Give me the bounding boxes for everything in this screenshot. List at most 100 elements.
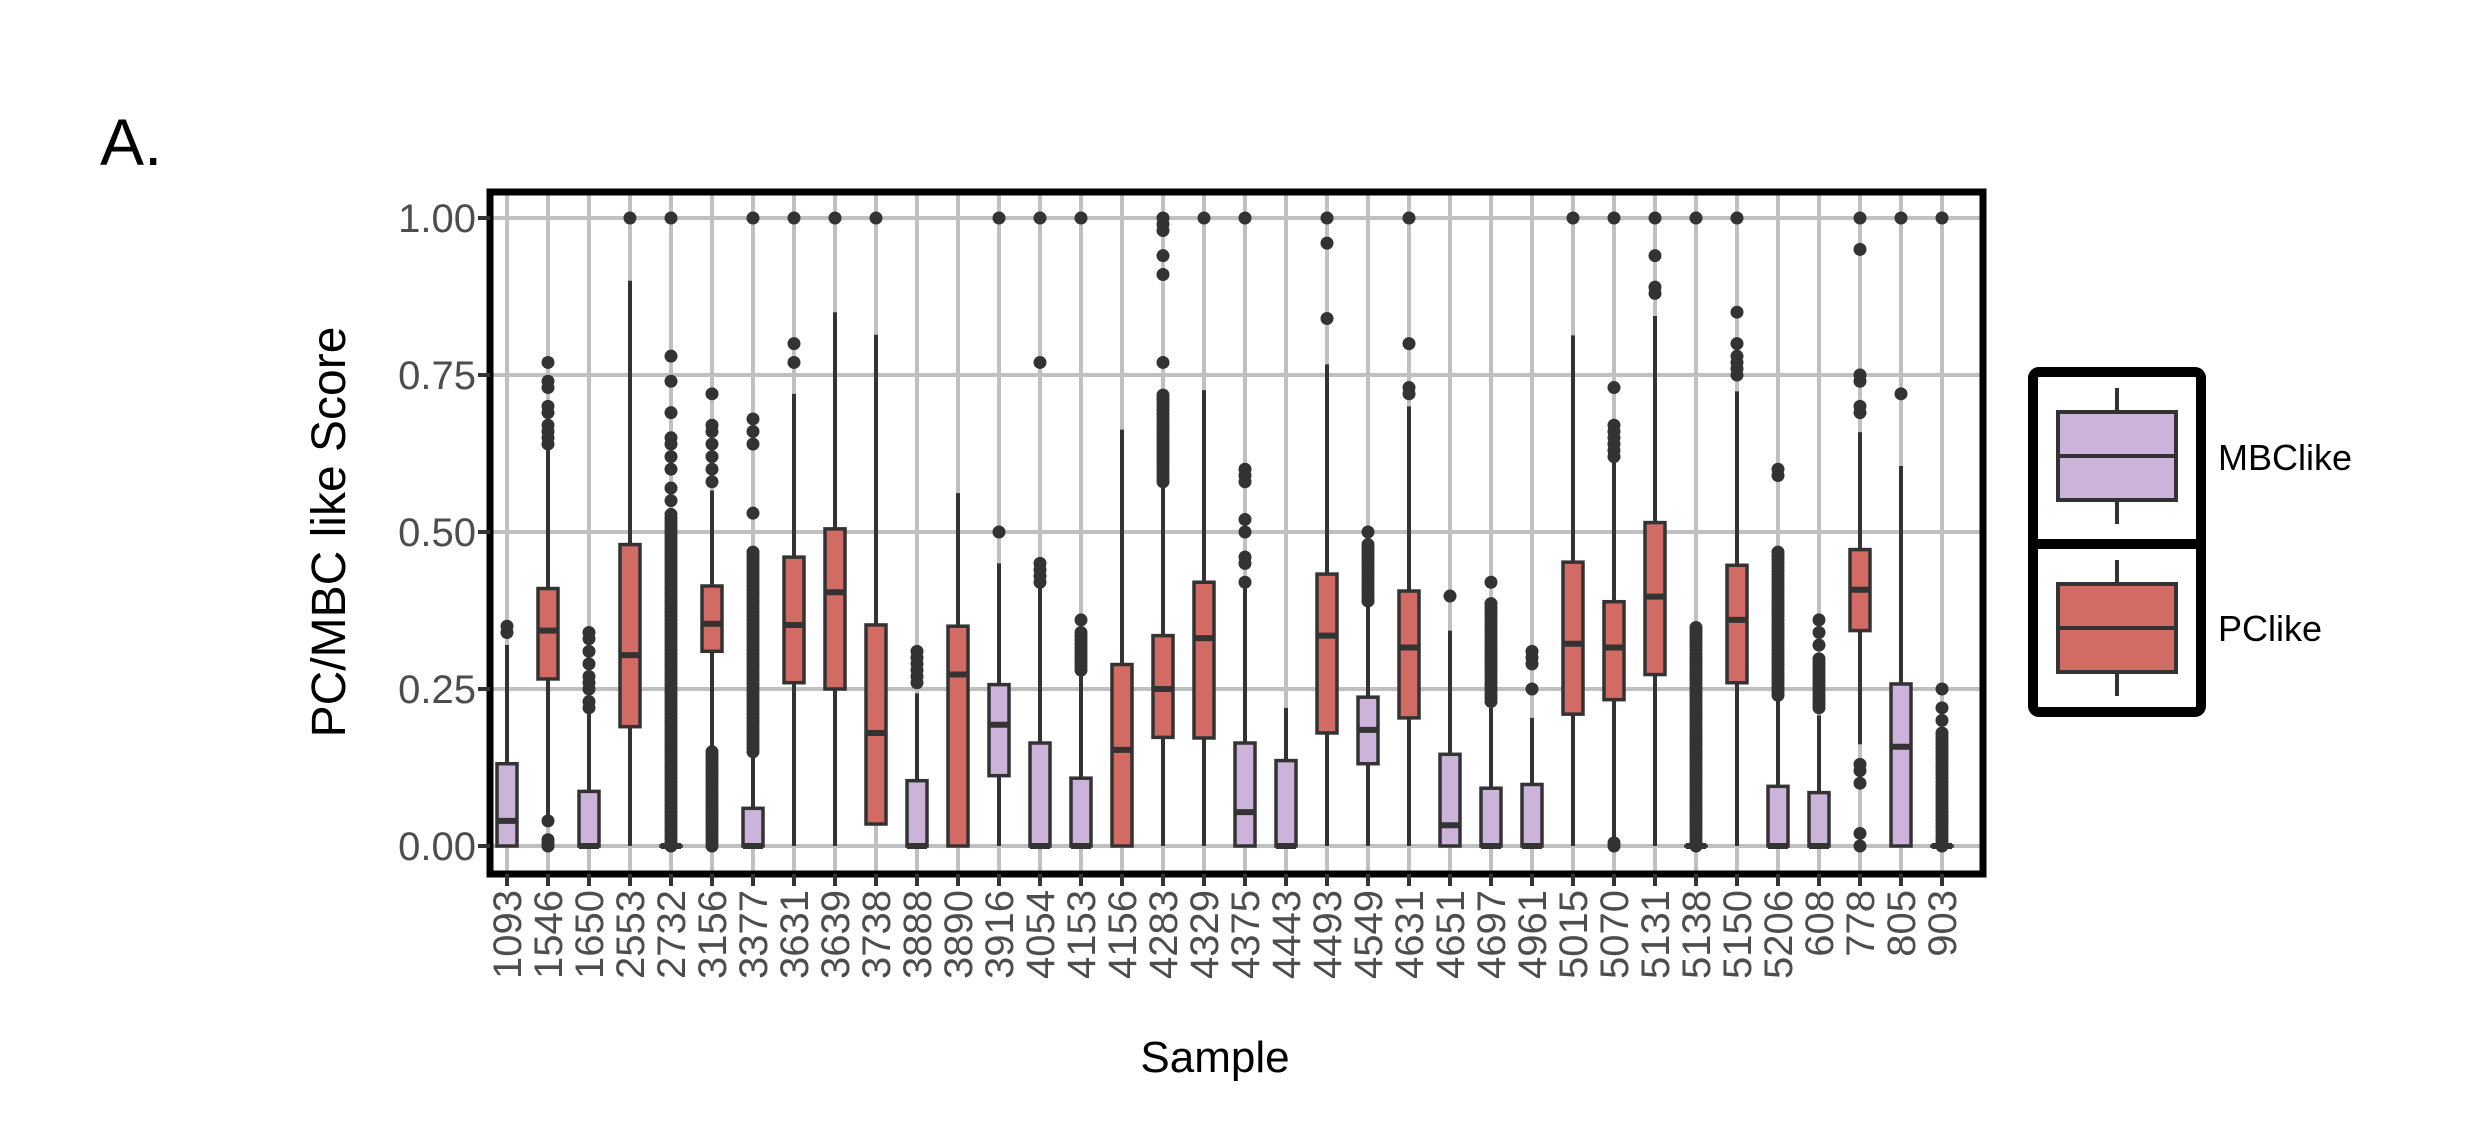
box-805 <box>1889 211 1913 848</box>
outlier-point <box>1033 355 1047 369</box>
outlier-point <box>1361 525 1375 539</box>
outlier-point <box>541 399 555 413</box>
outlier-point <box>1238 211 1252 225</box>
outlier-point <box>1812 613 1826 627</box>
outlier-point <box>664 507 678 521</box>
outlier-point <box>541 814 555 828</box>
outlier-point <box>1853 757 1867 771</box>
outlier-point <box>1402 211 1416 225</box>
outlier-point <box>787 355 801 369</box>
box-4961 <box>1520 644 1544 849</box>
outlier-point <box>1197 211 1211 225</box>
outlier-point <box>1894 211 1908 225</box>
outlier-point <box>1156 249 1170 263</box>
outlier-point <box>705 475 719 489</box>
outlier-point <box>1074 625 1088 639</box>
box-iqr <box>741 806 765 848</box>
x-tick-label: 5206 <box>1757 890 1801 979</box>
x-tick-label: 4651 <box>1429 890 1473 979</box>
outlier-point <box>1361 538 1375 552</box>
outlier-point <box>1607 211 1621 225</box>
box-5138 <box>1684 211 1708 853</box>
x-tick-label: 4631 <box>1388 890 1432 979</box>
box-iqr <box>1069 776 1093 848</box>
outlier-point <box>1525 682 1539 696</box>
x-tick-label: 4549 <box>1347 890 1391 979</box>
outlier-point <box>705 387 719 401</box>
y-tick-label: 0.00 <box>398 825 476 869</box>
outlier-point <box>1853 211 1867 225</box>
outlier-point <box>1853 826 1867 840</box>
outlier-point <box>705 418 719 432</box>
box-4697 <box>1479 575 1503 849</box>
x-tick-label: 2732 <box>650 890 694 979</box>
y-tick-label: 1.00 <box>398 197 476 241</box>
box-5131 <box>1643 211 1667 846</box>
box-iqr <box>1561 560 1585 716</box>
outlier-point <box>541 833 555 847</box>
legend-label-mbclike: MBClike <box>2218 437 2352 478</box>
box-1650 <box>577 625 601 849</box>
box-iqr <box>1274 758 1298 848</box>
x-tick-label: 5150 <box>1716 890 1760 979</box>
x-tick-label: 3738 <box>855 890 899 979</box>
outlier-point <box>1607 418 1621 432</box>
box-iqr <box>1438 752 1462 848</box>
outlier-point <box>1238 512 1252 526</box>
x-tick-label: 1546 <box>527 890 571 979</box>
box-iqr <box>1889 682 1913 848</box>
outlier-point <box>1607 836 1621 850</box>
outlier-point <box>1935 713 1949 727</box>
box-4375 <box>1233 211 1257 848</box>
outlier-point <box>746 437 760 451</box>
box-4651 <box>1438 589 1462 848</box>
x-tick-label: 3888 <box>896 890 940 979</box>
box-1546 <box>536 355 560 853</box>
outlier-point <box>1402 381 1416 395</box>
outlier-point <box>1935 701 1949 715</box>
box-3890 <box>946 493 970 848</box>
outlier-point <box>746 506 760 520</box>
box-iqr <box>700 584 724 654</box>
box-4493 <box>1315 211 1339 846</box>
outlier-point <box>582 644 596 658</box>
box-4156 <box>1110 429 1134 848</box>
box-4443 <box>1274 707 1298 849</box>
box-series <box>495 211 1954 853</box>
box-5015 <box>1561 211 1585 846</box>
box-3738 <box>864 211 888 826</box>
box-4631 <box>1397 211 1421 846</box>
x-tick-label: 3890 <box>937 890 981 979</box>
y-axis-title: PC/MBC like Score <box>303 327 356 738</box>
box-3631 <box>782 211 806 846</box>
outlier-point <box>1320 211 1334 225</box>
outlier-point <box>582 695 596 709</box>
outlier-point <box>664 494 678 508</box>
outlier-point <box>664 450 678 464</box>
outlier-point <box>500 619 514 633</box>
outlier-point <box>705 462 719 476</box>
x-tick-label: 5015 <box>1552 890 1596 979</box>
box-iqr <box>1520 782 1544 848</box>
outlier-point <box>1648 249 1662 263</box>
x-tick-label: 3631 <box>773 890 817 979</box>
outlier-point <box>1320 236 1334 250</box>
outlier-point <box>664 431 678 445</box>
legend: MBClike PClike <box>2028 367 2352 717</box>
outlier-point <box>1074 613 1088 627</box>
outlier-point <box>541 418 555 432</box>
outlier-point <box>582 669 596 683</box>
box-iqr <box>577 789 601 848</box>
y-tick-label: 0.50 <box>398 511 476 555</box>
x-tick-label: 4054 <box>1019 890 1063 979</box>
box-iqr <box>618 542 642 729</box>
box-3156 <box>700 387 724 853</box>
box-3916 <box>987 211 1011 846</box>
outlier-point <box>1853 242 1867 256</box>
outlier-point <box>1894 387 1908 401</box>
box-iqr <box>1479 786 1503 848</box>
outlier-point <box>1320 311 1334 325</box>
box-iqr <box>946 624 970 848</box>
outlier-point <box>1402 337 1416 351</box>
box-iqr <box>1110 662 1134 848</box>
